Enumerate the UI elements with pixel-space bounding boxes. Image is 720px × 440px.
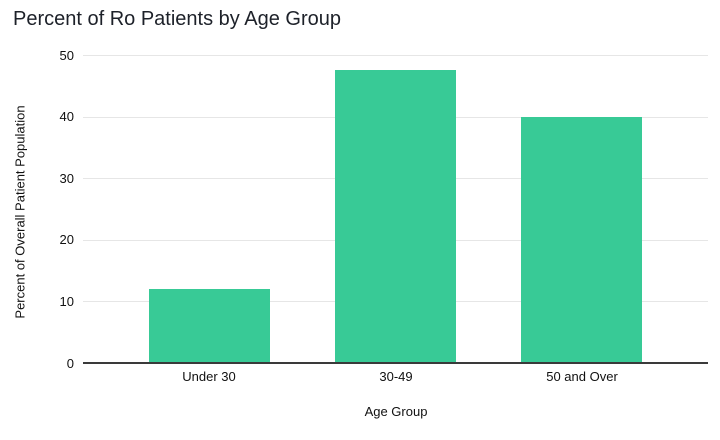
y-axis-title: Percent of Overall Patient Population <box>12 105 28 319</box>
y-tick-label: 30 <box>59 171 74 186</box>
y-tick-label: 20 <box>59 232 74 247</box>
y-tick-label: 40 <box>59 109 74 124</box>
y-tick-label: 50 <box>59 48 74 63</box>
chart-title: Percent of Ro Patients by Age Group <box>13 8 341 30</box>
x-tick-label: 50 and Over <box>546 369 618 384</box>
x-tick-label: Under 30 <box>182 369 236 384</box>
x-tick-label: 30-49 <box>379 369 413 384</box>
x-axis-title: Age Group <box>364 404 428 419</box>
bar <box>335 70 456 362</box>
gridline <box>83 55 708 56</box>
y-tick-label: 0 <box>66 356 74 371</box>
bar <box>149 289 270 362</box>
x-axis-line <box>83 362 708 364</box>
y-tick-label: 10 <box>59 294 74 309</box>
bar <box>521 117 642 362</box>
